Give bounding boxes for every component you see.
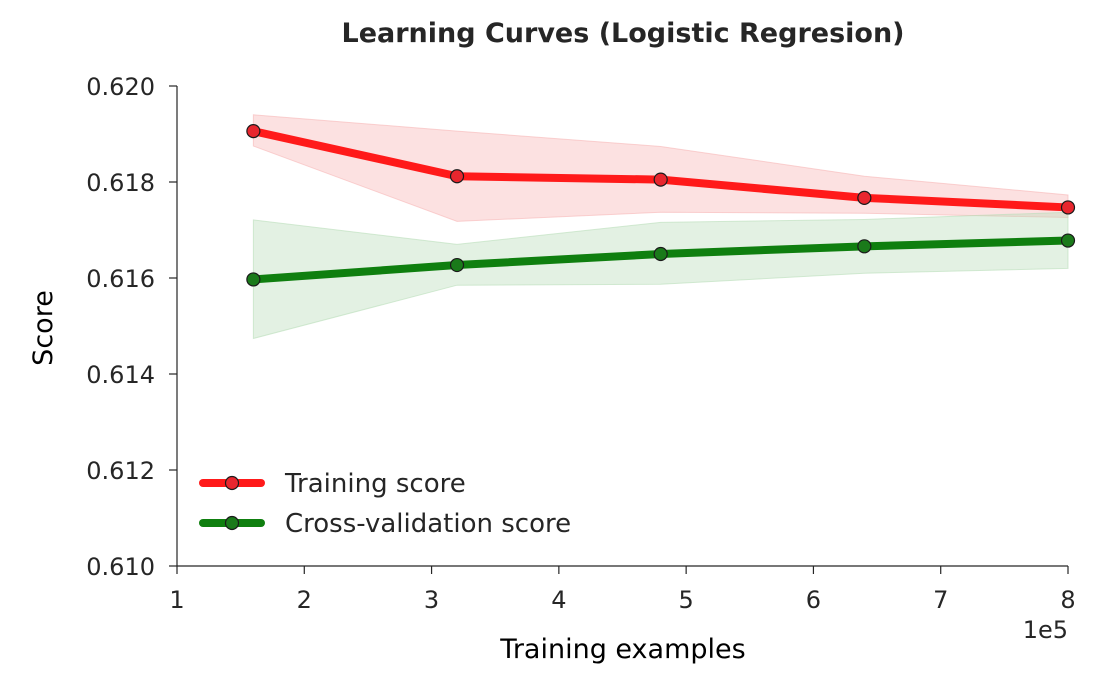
x-tick-label: 8 — [1060, 586, 1075, 614]
confidence-band — [252, 211, 1069, 340]
series-lines — [246, 124, 1076, 287]
y-tick-label: 0.612 — [86, 457, 155, 485]
legend-label: Training score — [284, 469, 466, 499]
data-point — [246, 124, 261, 139]
y-axis-ticks: 0.610 0.612 0.614 0.616 0.618 0.620 — [86, 73, 177, 581]
data-point — [449, 169, 465, 184]
x-tick-label: 6 — [806, 586, 821, 614]
x-axis-title: Training examples — [499, 634, 745, 665]
confidence-bands — [252, 114, 1069, 340]
y-tick-label: 0.616 — [86, 265, 155, 293]
legend-label: Cross-validation score — [285, 509, 571, 539]
data-point — [449, 257, 465, 273]
x-tick-label: 1 — [169, 586, 184, 614]
legend-marker — [224, 515, 240, 531]
data-point — [1060, 200, 1076, 215]
y-tick-label: 0.614 — [86, 361, 155, 389]
x-tick-label: 7 — [933, 586, 948, 614]
y-axis-title: Score — [28, 290, 59, 366]
legend-marker — [224, 475, 240, 491]
y-tick-label: 0.618 — [86, 169, 155, 197]
data-point — [857, 190, 872, 205]
y-tick-label: 0.620 — [86, 73, 155, 101]
x-axis-ticks: 1 2 3 4 5 6 7 8 — [169, 566, 1076, 614]
x-tick-label: 2 — [297, 586, 312, 614]
data-point — [1060, 233, 1076, 248]
x-tick-label: 5 — [679, 586, 694, 614]
legend: Training score Cross-validation score — [199, 469, 571, 539]
data-point — [857, 239, 872, 254]
y-tick-label: 0.610 — [86, 553, 155, 581]
data-point — [653, 172, 668, 187]
x-tick-label: 3 — [424, 586, 439, 614]
chart-title: Learning Curves (Logistic Regresion) — [341, 18, 904, 49]
x-tick-label: 4 — [551, 586, 566, 614]
data-point — [653, 246, 668, 262]
data-point — [246, 272, 261, 287]
x-axis-offset-label: 1e5 — [1023, 616, 1068, 644]
axes — [176, 86, 1068, 567]
